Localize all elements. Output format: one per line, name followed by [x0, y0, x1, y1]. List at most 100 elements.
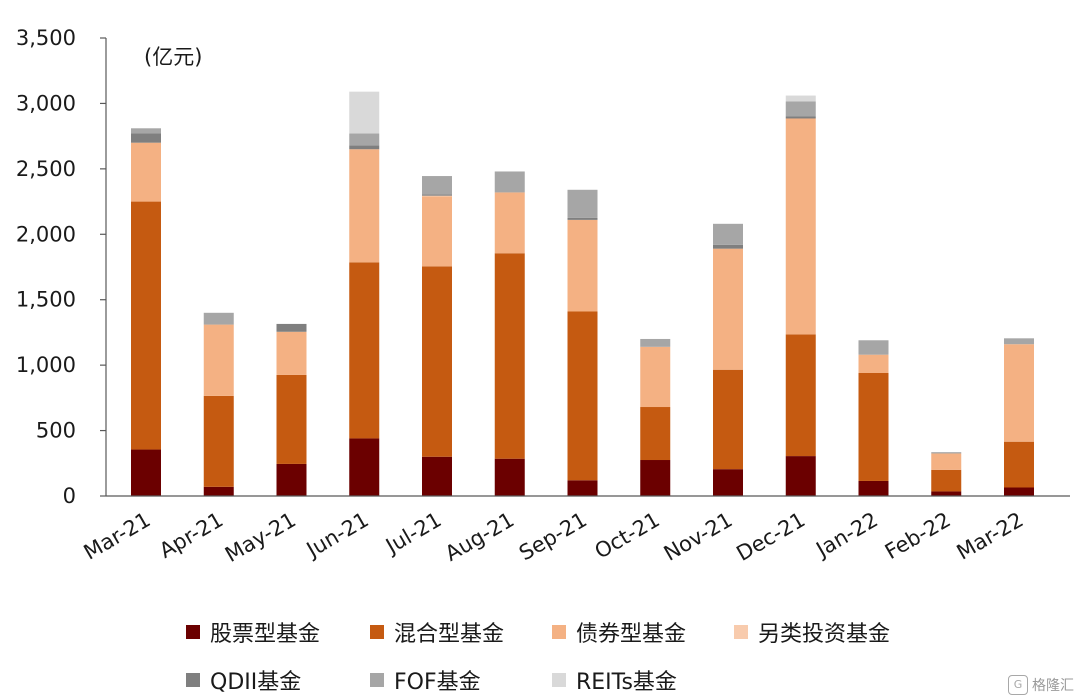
bar-segment — [931, 452, 962, 454]
bar-segment — [931, 491, 962, 496]
bar-segment — [349, 145, 380, 150]
bar-segment — [640, 460, 671, 496]
bar-segment — [494, 458, 525, 496]
y-tick-label: 0 — [63, 484, 76, 508]
bar-segment — [131, 142, 161, 202]
bar-segment — [494, 171, 525, 193]
y-tick-label: 500 — [36, 419, 76, 443]
bar-segment — [276, 374, 307, 464]
bar-segment — [203, 324, 234, 396]
bar-segment — [131, 201, 161, 450]
bar-segment — [785, 95, 816, 102]
y-tick-label: 1,000 — [16, 353, 76, 377]
bar-segment — [276, 463, 307, 496]
y-tick-label: 2,500 — [16, 157, 76, 181]
legend-label: 股票型基金 — [210, 622, 321, 647]
legend-swatch — [186, 673, 200, 687]
bar-segment — [858, 372, 889, 481]
legend-label: QDII基金 — [210, 670, 302, 695]
legend-swatch — [734, 625, 748, 639]
x-tick-label: Jul-21 — [380, 508, 445, 560]
bar-segment — [422, 194, 452, 196]
legend-swatch — [370, 625, 384, 639]
bar-segment — [931, 469, 962, 492]
unit-label: (亿元) — [144, 45, 202, 69]
bar-segment — [276, 331, 307, 375]
x-tick-label: May-21 — [221, 508, 300, 567]
legend-label: FOF基金 — [394, 670, 481, 695]
legend-item: 混合型基金 — [370, 616, 504, 648]
legend-swatch — [552, 673, 566, 687]
bar-segment — [1004, 441, 1034, 488]
bar-segment — [713, 469, 743, 496]
bar-segment — [640, 346, 671, 408]
x-tick-label: Oct-21 — [591, 508, 664, 564]
watermark: G 格隆汇 — [1008, 675, 1074, 695]
bar-segment — [422, 266, 452, 457]
bar-segment — [1004, 338, 1034, 345]
bar-segment — [567, 217, 598, 220]
x-tick-label: Mar-22 — [953, 508, 1028, 565]
legend-label: 债券型基金 — [576, 622, 687, 647]
bar-segment — [785, 456, 816, 496]
bar-segment — [713, 244, 743, 249]
y-axis: 0 500 1,000 1,500 2,000 2,500 3,000 3,500 — [16, 26, 107, 508]
bar-segment — [713, 223, 743, 245]
bar-segment — [785, 118, 816, 335]
bar-segment — [276, 323, 307, 332]
legend-item: 股票型基金 — [186, 616, 320, 648]
watermark-logo-icon: G — [1008, 675, 1028, 695]
watermark-text: 格隆汇 — [1032, 678, 1074, 694]
bar-segment — [567, 480, 598, 496]
bar-segment — [349, 91, 380, 134]
legend-swatch — [186, 625, 200, 639]
x-tick-label: Apr-21 — [155, 508, 227, 563]
x-tick-label: Sep-21 — [515, 508, 591, 566]
bar-segment — [131, 449, 161, 496]
bar-segment — [203, 395, 234, 487]
x-tick-label: Aug-21 — [441, 508, 518, 566]
bar-segment — [349, 438, 380, 496]
chart-canvas: 0 500 1,000 1,500 2,000 2,500 3,000 3,500 Mar-2… — [16, 26, 1070, 567]
bar-segment — [931, 453, 962, 470]
bar-segment — [713, 369, 743, 470]
bar-segment — [203, 312, 234, 325]
bars-layer — [131, 91, 1034, 496]
bar-segment — [858, 340, 889, 355]
bar-segment — [494, 192, 525, 254]
x-tick-label: Mar-21 — [80, 508, 155, 565]
bar-segment — [349, 149, 380, 263]
bar-segment — [131, 128, 161, 134]
legend-item: 债券型基金 — [552, 616, 686, 648]
bar-segment — [858, 354, 889, 373]
legend-item: QDII基金 — [186, 664, 301, 696]
bar-segment — [785, 101, 816, 117]
y-tick-label: 2,000 — [16, 222, 76, 246]
bar-segment — [422, 176, 452, 195]
bar-segment — [349, 133, 380, 146]
bar-segment — [1004, 344, 1034, 442]
bar-segment — [785, 116, 816, 119]
legend-item: REITs基金 — [552, 664, 677, 696]
x-tick-label: Nov-21 — [660, 508, 737, 566]
bar-segment — [567, 189, 598, 218]
legend-item: 另类投资基金 — [734, 616, 890, 648]
x-tick-label: Feb-22 — [881, 508, 955, 565]
bar-segment — [785, 334, 816, 457]
bar-segment — [494, 253, 525, 459]
legend-item: FOF基金 — [370, 664, 481, 696]
bar-segment — [203, 486, 234, 496]
bar-segment — [567, 219, 598, 312]
bar-segment — [640, 407, 671, 461]
legend-label: REITs基金 — [576, 670, 677, 695]
x-tick-label: Jun-21 — [301, 508, 373, 563]
x-tick-label: Jan-22 — [811, 508, 882, 563]
bar-segment — [422, 456, 452, 496]
bar-segment — [713, 248, 743, 370]
bar-segment — [858, 480, 889, 496]
x-tick-label: Dec-21 — [732, 508, 809, 566]
bar-segment — [349, 262, 380, 439]
legend-swatch — [552, 625, 566, 639]
bar-segment — [1004, 487, 1034, 496]
